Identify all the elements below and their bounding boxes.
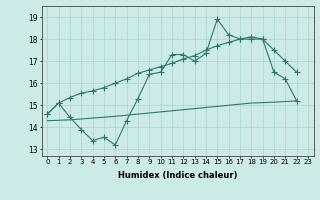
X-axis label: Humidex (Indice chaleur): Humidex (Indice chaleur) (118, 171, 237, 180)
